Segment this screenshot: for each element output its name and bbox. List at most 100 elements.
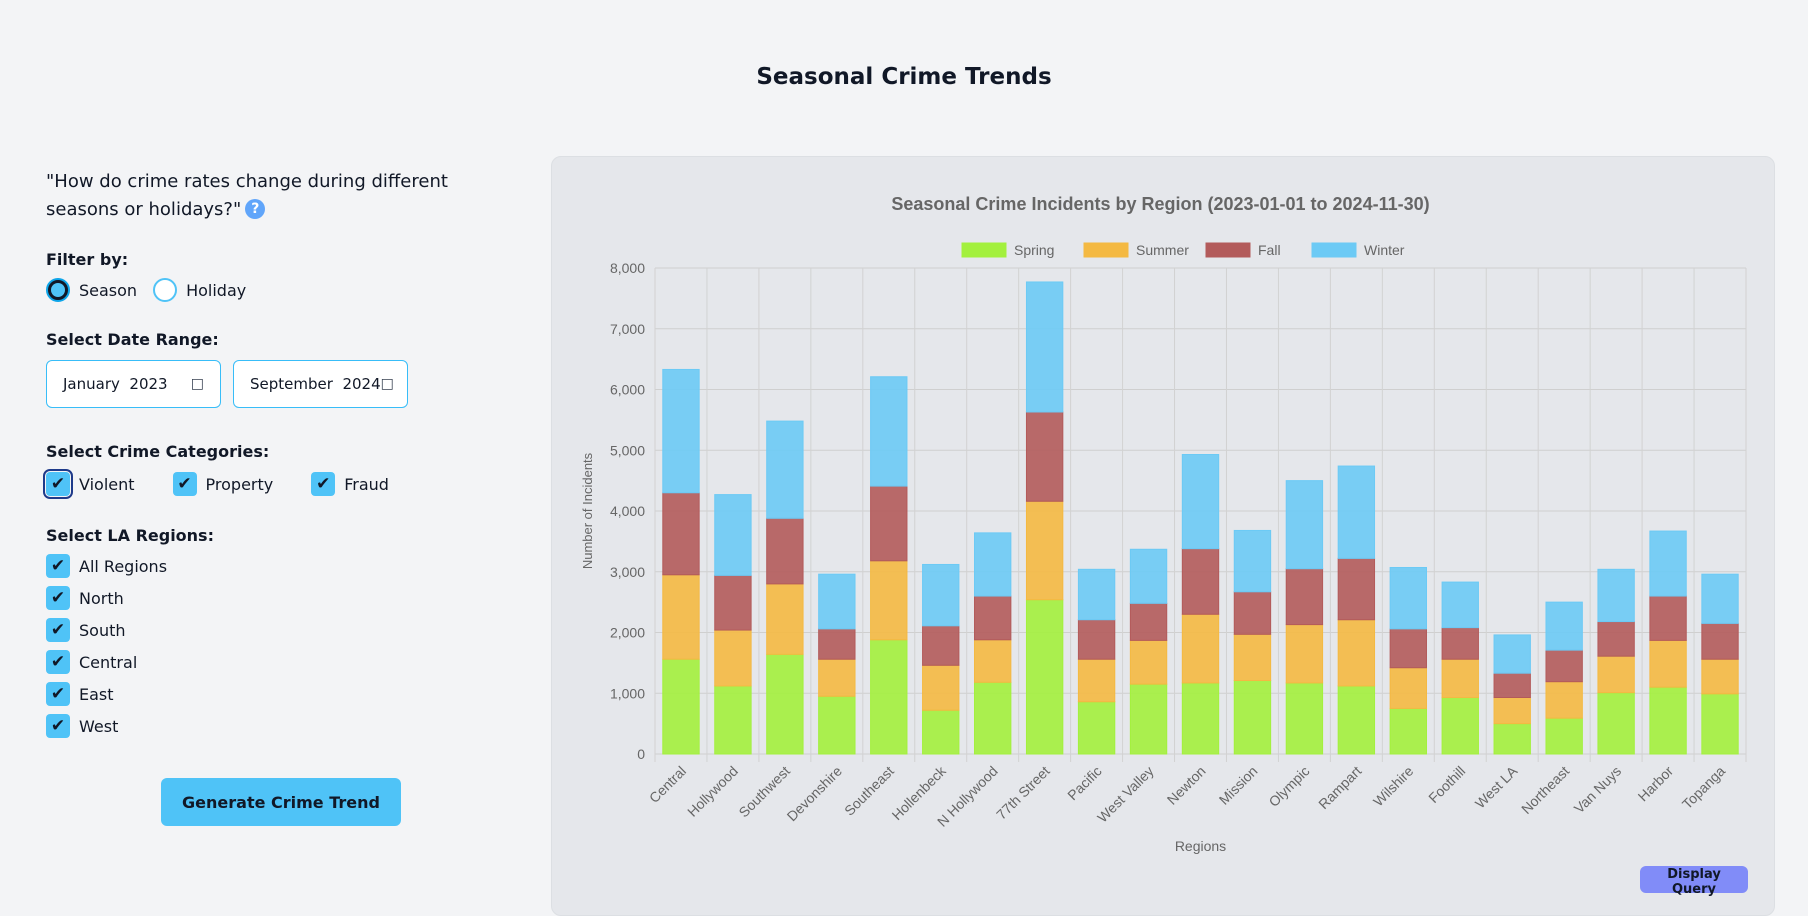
- bar-spring: [1649, 686, 1687, 755]
- bar-spring: [818, 695, 856, 755]
- fraud-label[interactable]: Fraud: [344, 474, 389, 494]
- bar-summer: [1285, 624, 1324, 684]
- property-checkbox[interactable]: ✔: [172, 472, 197, 496]
- start-date-input[interactable]: January 2023 □: [46, 360, 221, 408]
- x-tick-label: Central: [646, 763, 689, 806]
- y-tick-label: 8,000: [610, 260, 645, 276]
- all-regions-label[interactable]: All Regions: [79, 556, 168, 576]
- south-checkbox[interactable]: ✔: [46, 618, 70, 642]
- calendar-icon[interactable]: □: [190, 376, 204, 392]
- bar-winter: [1493, 634, 1531, 674]
- x-tick-label: Devonshire: [784, 763, 846, 825]
- bar-summer: [1389, 667, 1427, 709]
- bar-winter: [1597, 568, 1635, 623]
- legend-swatch-fall: [1205, 242, 1251, 258]
- legend-swatch-summer: [1083, 242, 1129, 258]
- holiday-radio-label[interactable]: Holiday: [186, 280, 247, 300]
- property-label[interactable]: Property: [205, 474, 274, 494]
- generate-crime-trend-button[interactable]: Generate Crime Trend: [161, 778, 401, 826]
- x-tick-label: Mission: [1216, 763, 1261, 808]
- filter-by-label: Filter by:: [46, 250, 129, 269]
- east-checkbox[interactable]: ✔: [46, 682, 70, 706]
- end-date-value: September 2024: [250, 375, 381, 393]
- bar-winter: [766, 420, 804, 519]
- violent-label[interactable]: Violent: [79, 474, 135, 494]
- bar-spring: [1233, 679, 1272, 755]
- bar-fall: [1389, 628, 1427, 669]
- legend-swatch-winter: [1311, 242, 1357, 258]
- region-east: ✔ East: [46, 682, 130, 706]
- y-tick-label: 1,000: [610, 685, 645, 701]
- bar-fall: [662, 492, 700, 576]
- legend-swatch-spring: [961, 242, 1007, 258]
- chart-title: Seasonal Crime Incidents by Region (2023…: [891, 194, 1429, 214]
- crime-categories-group: ✔ Violent ✔ Property ✔ Fraud: [43, 469, 405, 499]
- region-west: ✔ West: [46, 714, 134, 738]
- region-all: ✔ All Regions: [46, 554, 183, 578]
- bar-summer: [1441, 658, 1479, 699]
- south-label[interactable]: South: [79, 620, 126, 640]
- bar-spring: [714, 685, 752, 755]
- central-checkbox[interactable]: ✔: [46, 650, 70, 674]
- bar-summer: [714, 629, 752, 687]
- east-label[interactable]: East: [79, 684, 114, 704]
- west-label[interactable]: West: [79, 716, 119, 736]
- bar-winter: [818, 573, 856, 630]
- x-tick-label: Wilshire: [1370, 763, 1417, 810]
- end-date-input[interactable]: September 2024 □: [233, 360, 408, 408]
- help-icon[interactable]: ?: [245, 199, 266, 219]
- region-south: ✔ South: [46, 618, 142, 642]
- y-tick-label: 5,000: [610, 442, 645, 458]
- bar-spring: [1701, 693, 1739, 755]
- bar-fall: [1493, 672, 1531, 699]
- bar-winter: [1389, 566, 1427, 630]
- bar-winter: [1129, 548, 1168, 604]
- north-checkbox[interactable]: ✔: [46, 586, 70, 610]
- west-checkbox[interactable]: ✔: [46, 714, 70, 738]
- question-text: "How do crime rates change during differ…: [46, 168, 516, 224]
- bar-winter: [870, 376, 908, 487]
- bar-fall: [714, 574, 752, 631]
- seasonal-crime-chart: Seasonal Crime Incidents by Region (2023…: [580, 194, 1747, 854]
- central-label[interactable]: Central: [79, 652, 138, 672]
- calendar-icon[interactable]: □: [380, 376, 394, 392]
- y-tick-label: 3,000: [610, 564, 645, 580]
- all-regions-checkbox[interactable]: ✔: [46, 554, 70, 578]
- bar-summer: [1337, 619, 1376, 687]
- x-tick-label: Newton: [1164, 763, 1209, 808]
- bar-fall: [766, 517, 804, 585]
- bar-winter: [1233, 529, 1272, 593]
- bar-spring: [1337, 685, 1376, 755]
- fraud-checkbox[interactable]: ✔: [311, 472, 336, 496]
- holiday-radio[interactable]: [153, 278, 178, 302]
- bar-fall: [1077, 619, 1116, 660]
- legend-label-fall: Fall: [1258, 242, 1281, 258]
- bar-fall: [1285, 568, 1324, 626]
- bar-winter: [1701, 573, 1739, 624]
- page-title: Seasonal Crime Trends: [756, 64, 1052, 90]
- bar-fall: [870, 485, 908, 562]
- bar-fall: [922, 625, 960, 666]
- north-label[interactable]: North: [79, 588, 124, 608]
- x-tick-label: Foothill: [1425, 763, 1468, 806]
- violent-checkbox[interactable]: ✔: [43, 469, 73, 499]
- region-north: ✔ North: [46, 586, 140, 610]
- bar-fall: [1129, 602, 1168, 641]
- bar-fall: [818, 628, 856, 660]
- bar-spring: [1181, 682, 1220, 755]
- bar-summer: [1493, 697, 1531, 725]
- bar-spring: [1545, 717, 1583, 755]
- bar-spring: [1129, 683, 1168, 755]
- bar-fall: [1441, 627, 1479, 660]
- bar-spring: [922, 709, 960, 755]
- bar-summer: [974, 639, 1012, 683]
- bar-spring: [1597, 692, 1635, 755]
- bar-summer: [1077, 658, 1116, 703]
- x-tick-label: Olympic: [1265, 763, 1312, 810]
- la-regions-label: Select LA Regions:: [46, 526, 214, 545]
- season-radio-label[interactable]: Season: [79, 280, 138, 300]
- start-date-value: January 2023: [63, 375, 168, 393]
- display-query-button[interactable]: Display Query: [1640, 866, 1748, 897]
- season-radio[interactable]: [46, 278, 70, 302]
- bar-winter: [1441, 581, 1479, 629]
